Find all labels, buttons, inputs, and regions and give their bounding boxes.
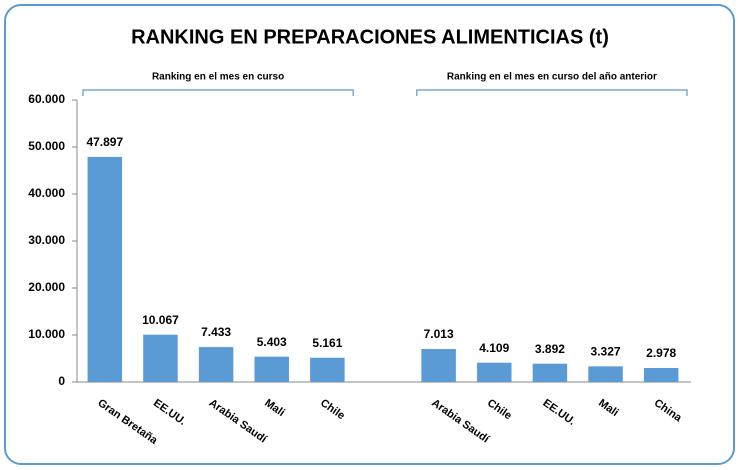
- chart-border: [4, 4, 735, 465]
- data-label: 47.897: [86, 135, 123, 149]
- y-tick-label: 0: [58, 374, 65, 388]
- data-label: 3.327: [591, 345, 621, 359]
- data-label: 5.403: [257, 335, 287, 349]
- chart-title: RANKING EN PREPARACIONES ALIMENTICIAS (t…: [131, 26, 609, 48]
- bar: [421, 349, 456, 382]
- y-tick-label: 40.000: [28, 186, 65, 200]
- y-tick-label: 20.000: [28, 280, 65, 294]
- data-label: 7.433: [201, 325, 231, 339]
- data-label: 4.109: [479, 341, 509, 355]
- bar: [143, 334, 178, 382]
- data-label: 2.978: [646, 346, 676, 360]
- y-tick-label: 10.000: [28, 327, 65, 341]
- bar: [643, 368, 679, 382]
- data-label: 5.161: [312, 336, 342, 350]
- bar: [87, 156, 123, 382]
- y-tick-label: 50.000: [28, 139, 65, 153]
- data-label: 10.067: [142, 313, 179, 327]
- data-label: 7.013: [424, 327, 454, 341]
- bar: [198, 347, 234, 382]
- data-label: 3.892: [535, 342, 565, 356]
- group-label: Ranking en el mes en curso del año anter…: [447, 72, 657, 83]
- group-bracket: [416, 89, 688, 96]
- bar: [588, 366, 623, 382]
- bar: [477, 362, 512, 382]
- bar: [532, 363, 568, 382]
- group-label: Ranking en el mes en curso: [152, 72, 284, 83]
- y-tick-label: 60.000: [28, 92, 65, 106]
- y-tick-label: 30.000: [28, 233, 65, 247]
- bar: [310, 357, 345, 382]
- group-bracket: [82, 89, 354, 96]
- bar: [254, 356, 289, 382]
